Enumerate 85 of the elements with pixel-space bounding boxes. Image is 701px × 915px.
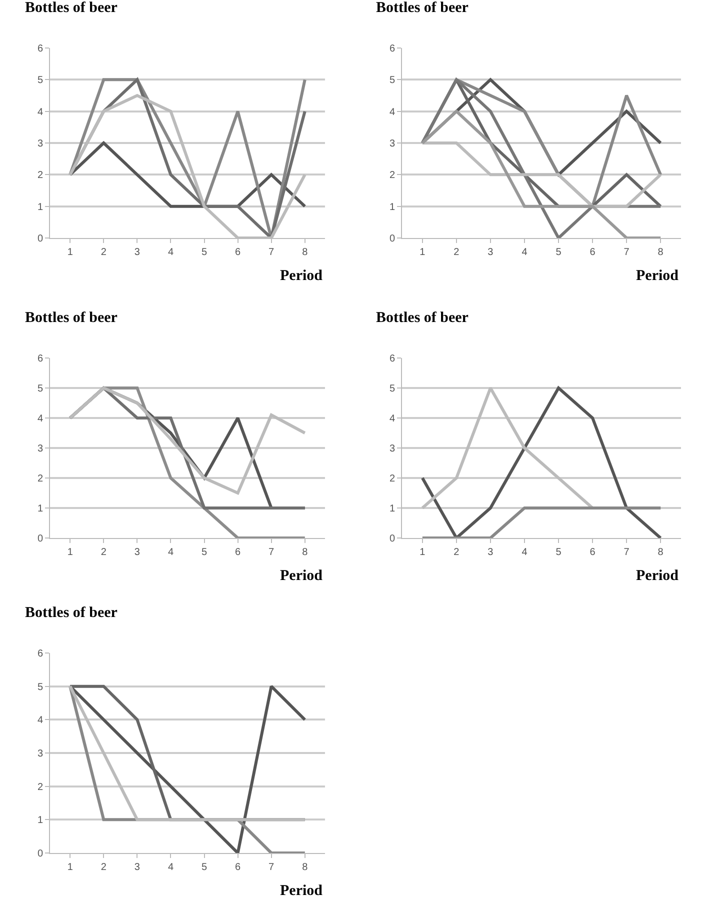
y-tick-label: 2 [37, 782, 44, 793]
x-tick-label: 7 [268, 547, 275, 558]
x-tick-label: 6 [235, 247, 242, 258]
x-tick-label: 5 [201, 862, 208, 873]
x-tick-label: 5 [556, 247, 562, 258]
y-tick-label: 0 [37, 848, 44, 860]
x-tick-label: 4 [522, 247, 528, 258]
x-tick-label: 7 [624, 247, 630, 258]
y-tick-label: 3 [37, 748, 44, 760]
x-tick-label: 5 [201, 247, 208, 258]
y-tick-label: 5 [37, 682, 44, 693]
x-tick-label: 3 [488, 547, 494, 558]
x-tick-label: 5 [556, 547, 562, 558]
x-tick-label: 6 [235, 862, 242, 873]
y-axis-title: Bottles of beer [25, 310, 118, 326]
y-tick-label: 3 [37, 138, 44, 150]
y-tick-label: 4 [37, 106, 44, 118]
y-axis-title: Bottles of beer [376, 0, 469, 16]
y-tick-label: 4 [389, 106, 396, 118]
x-tick-label: 2 [454, 247, 460, 258]
x-tick-label: 2 [100, 862, 107, 873]
y-axis-title: Bottles of beer [25, 0, 118, 16]
x-tick-label: 8 [302, 862, 308, 873]
x-tick-label: 4 [168, 247, 174, 258]
x-axis-title: Period [280, 883, 324, 899]
x-tick-label: 3 [488, 247, 494, 258]
y-tick-label: 5 [389, 75, 396, 86]
y-tick-label: 1 [37, 504, 44, 514]
y-tick-label: 2 [37, 170, 44, 182]
y-tick-label: 6 [37, 354, 44, 364]
x-tick-label: 1 [67, 247, 74, 258]
x-tick-label: 6 [235, 547, 242, 558]
x-tick-label: 4 [522, 547, 528, 558]
y-tick-label: 4 [389, 414, 396, 424]
y-tick-label: 6 [389, 44, 396, 54]
x-tick-label: 7 [268, 862, 275, 873]
x-tick-label: 3 [134, 547, 140, 558]
y-tick-label: 1 [389, 504, 396, 514]
x-axis-title: Period [280, 268, 324, 284]
x-tick-label: 6 [590, 247, 596, 258]
y-tick-label: 4 [37, 715, 44, 726]
x-tick-label: 8 [302, 547, 308, 558]
x-axis-title: Period [636, 568, 680, 584]
x-axis-title: Period [280, 568, 324, 584]
y-tick-label: 6 [37, 44, 44, 54]
y-tick-label: 6 [389, 354, 396, 364]
x-tick-label: 2 [454, 547, 460, 558]
x-tick-label: 4 [168, 862, 174, 873]
x-tick-label: 8 [658, 247, 664, 258]
x-tick-label: 7 [624, 547, 630, 558]
x-tick-label: 8 [302, 247, 308, 258]
y-axis-title: Bottles of beer [25, 605, 118, 621]
x-tick-label: 3 [134, 862, 140, 873]
y-tick-label: 1 [37, 815, 44, 826]
y-tick-label: 0 [389, 234, 396, 244]
x-tick-label: 2 [100, 247, 107, 258]
y-tick-label: 2 [389, 170, 396, 182]
y-tick-label: 5 [389, 384, 396, 394]
x-tick-label: 5 [201, 547, 208, 558]
y-tick-label: 2 [37, 474, 44, 484]
x-tick-label: 1 [420, 547, 426, 558]
y-tick-label: 1 [37, 202, 44, 213]
y-tick-label: 3 [37, 444, 44, 454]
x-tick-label: 1 [67, 547, 74, 558]
y-tick-label: 4 [37, 414, 44, 424]
x-tick-label: 1 [420, 247, 426, 258]
x-tick-label: 3 [134, 247, 140, 258]
x-tick-label: 6 [590, 547, 596, 558]
x-tick-label: 4 [168, 547, 174, 558]
x-tick-label: 2 [100, 547, 107, 558]
y-tick-label: 5 [37, 384, 44, 394]
y-tick-label: 2 [389, 474, 396, 484]
y-tick-label: 0 [37, 234, 44, 244]
x-tick-label: 7 [268, 247, 275, 258]
x-tick-label: 8 [658, 547, 664, 558]
y-tick-label: 6 [37, 648, 44, 660]
x-tick-label: 1 [67, 862, 74, 873]
y-tick-label: 0 [37, 534, 44, 544]
y-tick-label: 0 [389, 534, 396, 544]
x-axis-title: Period [636, 268, 680, 284]
y-tick-label: 5 [37, 75, 44, 86]
y-tick-label: 3 [389, 444, 396, 454]
y-axis-title: Bottles of beer [376, 310, 469, 326]
y-tick-label: 3 [389, 138, 396, 150]
y-tick-label: 1 [389, 202, 396, 213]
